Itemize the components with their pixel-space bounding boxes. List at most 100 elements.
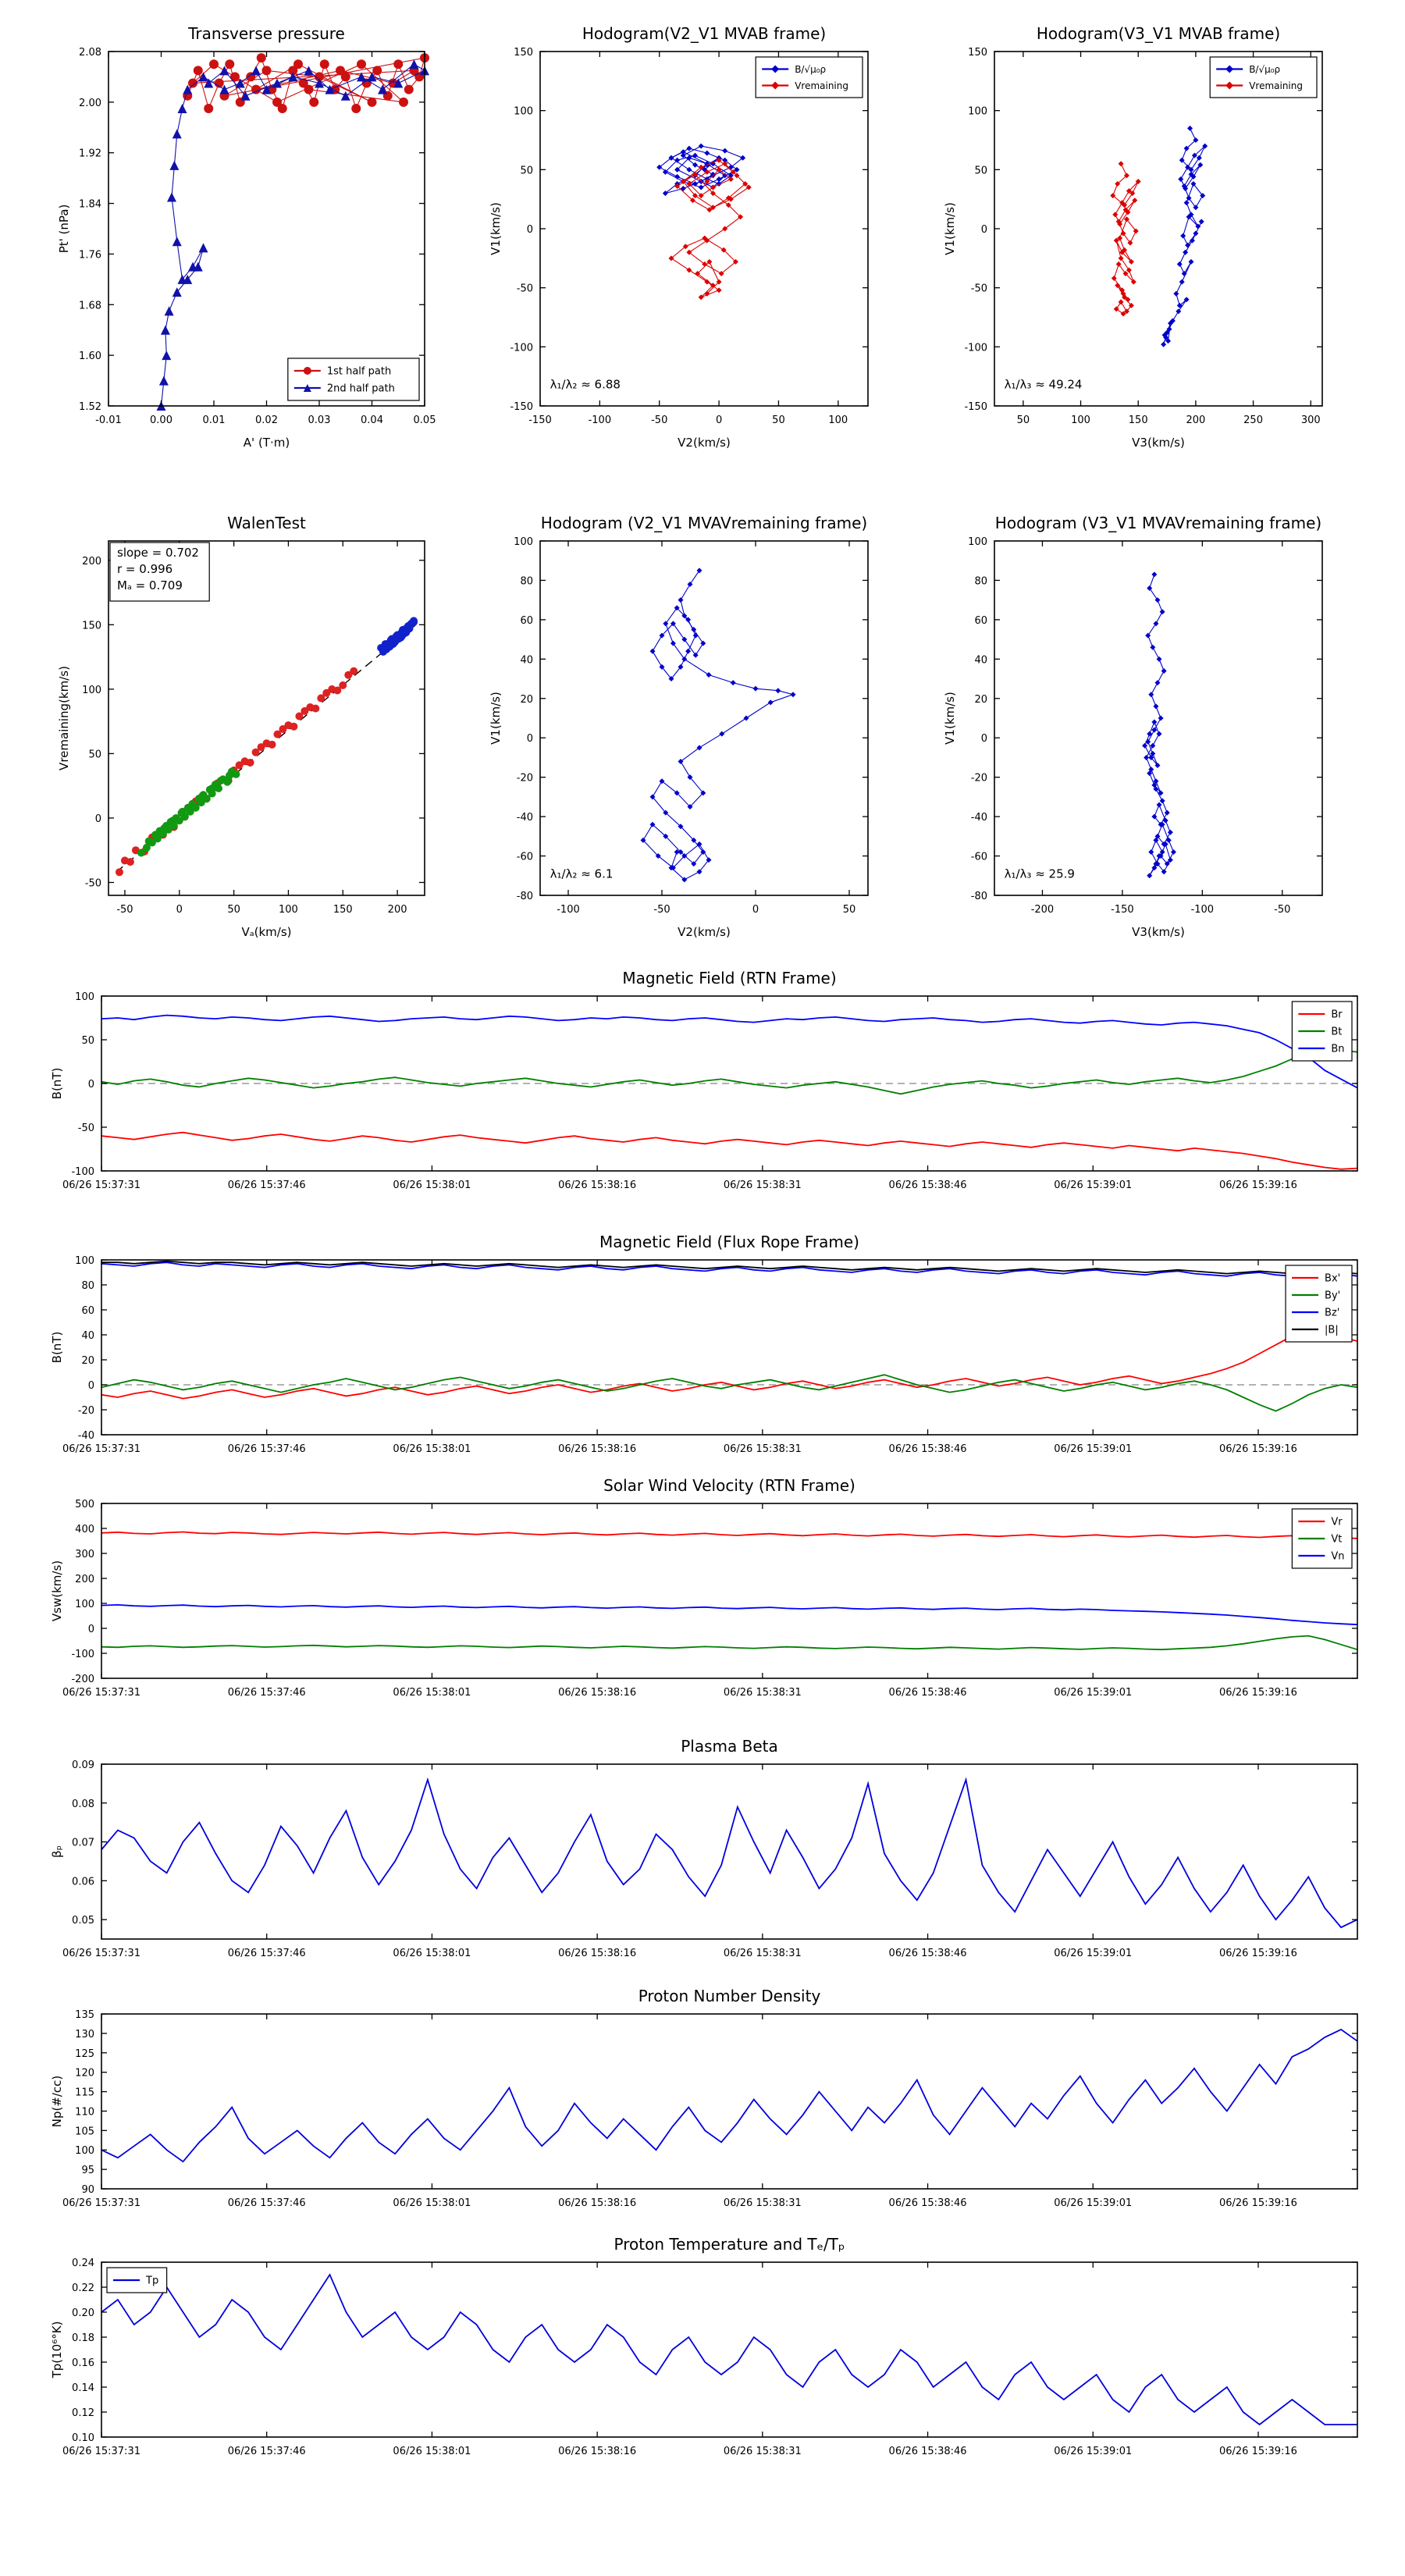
marker-diamond [716, 166, 722, 173]
marker-diamond [696, 841, 702, 847]
x-tick-label: 06/26 15:38:31 [724, 2197, 802, 2209]
marker-diamond [716, 287, 722, 294]
x-tick-label: -50 [1274, 904, 1290, 916]
x-tick-label: 06/26 15:39:16 [1219, 1443, 1297, 1455]
chart-title: Solar Wind Velocity (RTN Frame) [603, 1476, 855, 1495]
marker-diamond [1162, 841, 1168, 847]
marker-diamond [686, 145, 692, 151]
marker-diamond [1147, 585, 1153, 592]
marker-diamond [691, 861, 697, 867]
marker-diamond [1188, 171, 1194, 177]
marker-diamond [663, 621, 669, 627]
chart-hodogram-v2v1-mvav: -100 -50 0 50 -80 -60 -40 -20 0 20 40 60 80 100 Hodogr… [475, 503, 880, 947]
marker-diamond [704, 290, 710, 297]
chart-density: 06/26 15:37:31 06/26 15:37:46 06/26 15:38:… [39, 1980, 1370, 2231]
marker-diamond [1122, 207, 1129, 213]
series-line-Vt [101, 1635, 1358, 1651]
marker-diamond [687, 581, 693, 587]
marker-diamond [716, 157, 722, 163]
marker-diamond [1148, 692, 1154, 698]
marker-triangle [288, 72, 298, 82]
y-tick-label: 135 [75, 2009, 94, 2021]
x-tick-label: 06/26 15:38:01 [393, 1443, 471, 1455]
marker-diamond [702, 261, 708, 267]
marker-circle [126, 858, 134, 866]
marker-diamond [656, 164, 663, 170]
marker-circle [309, 97, 319, 107]
marker-diamond [1156, 731, 1162, 737]
marker-circle [115, 868, 123, 877]
marker-circle [188, 801, 197, 809]
marker-diamond [698, 184, 704, 190]
series-line-Vn [101, 1603, 1358, 1626]
x-tick-label: 06/26 15:37:46 [228, 2197, 306, 2209]
legend-box [755, 56, 863, 98]
chart-mag-fluxrope: 06/26 15:37:31 06/26 15:37:46 06/26 15:38:… [39, 1226, 1370, 1477]
marker-diamond [1180, 233, 1186, 239]
marker-diamond [790, 692, 796, 698]
marker-diamond [668, 865, 674, 871]
chart-svg-hodogram-v3v1-mvab: 50 100 150 200 250 300 -150 -100 -50 0 50 100 150 Hod… [943, 24, 1323, 450]
marker-circle [153, 834, 162, 843]
marker-triangle [164, 306, 174, 316]
y-tick-label: 1.52 [79, 401, 101, 413]
y-tick-label: 0 [527, 224, 533, 236]
x-tick-label: 06/26 15:38:31 [724, 1179, 802, 1191]
marker-diamond [738, 214, 744, 220]
marker-diamond [718, 271, 724, 277]
marker-circle [319, 59, 329, 69]
x-tick-label: 06/26 15:38:16 [558, 1687, 636, 1699]
marker-circle [298, 78, 308, 88]
marker-diamond [1123, 216, 1129, 222]
marker-diamond [775, 688, 781, 694]
y-tick-label: 80 [81, 1280, 94, 1292]
x-tick-label: 06/26 15:39:16 [1219, 1948, 1297, 1959]
marker-diamond [685, 617, 692, 623]
marker-triangle [261, 84, 272, 94]
y-tick-label: 60 [520, 615, 533, 627]
y-tick-label: -40 [78, 1430, 94, 1442]
marker-diamond [1147, 731, 1153, 737]
marker-diamond [722, 161, 728, 167]
marker-circle [372, 66, 382, 76]
y-tick-label: 150 [514, 47, 533, 59]
marker-triangle [204, 78, 214, 88]
marker-diamond [1159, 849, 1165, 856]
marker-diamond [706, 258, 713, 265]
marker-diamond [686, 180, 692, 187]
marker-circle [303, 367, 311, 375]
series-line-beta_p [101, 1777, 1358, 1929]
x-tick-label: 06/26 15:37:31 [62, 1179, 140, 1191]
marker-diamond [1193, 230, 1199, 237]
marker-diamond [1161, 869, 1167, 875]
marker-diamond [1151, 719, 1158, 725]
x-tick-label: 06/26 15:39:01 [1054, 1443, 1132, 1455]
marker-diamond [1183, 297, 1190, 303]
marker-circle [306, 703, 315, 711]
marker-diamond [1153, 621, 1159, 627]
marker-diamond [1113, 306, 1119, 312]
marker-circle [226, 771, 234, 780]
plot-frame [108, 51, 425, 407]
marker-diamond [1166, 326, 1172, 333]
x-tick-label: 06/26 15:39:16 [1219, 2446, 1297, 2457]
legend-label: Bz' [1325, 1308, 1339, 1319]
marker-diamond [1154, 597, 1161, 603]
marker-diamond [678, 824, 684, 830]
info-box [109, 542, 210, 602]
marker-circle [262, 739, 271, 748]
marker-diamond [1153, 703, 1159, 710]
marker-diamond [698, 294, 704, 301]
y-tick-label: 40 [974, 654, 987, 666]
legend-label: Vn [1331, 1551, 1344, 1563]
y-tick-label: 0.24 [72, 2258, 94, 2269]
y-axis-label: Tp(10⁶°K) [50, 2322, 64, 2379]
y-tick-label: 100 [514, 106, 533, 118]
y-tick-label: 80 [974, 575, 987, 587]
legend-box [1209, 56, 1318, 98]
chart-title: Proton Number Density [638, 1987, 821, 2005]
x-tick-label: -100 [589, 415, 612, 426]
chart-transverse-pressure: -0.01 0.00 0.01 0.02 0.03 0.04 0.05 1.52 1.60 1.6… [43, 14, 437, 457]
marker-circle [240, 757, 249, 766]
marker-circle [357, 59, 366, 69]
